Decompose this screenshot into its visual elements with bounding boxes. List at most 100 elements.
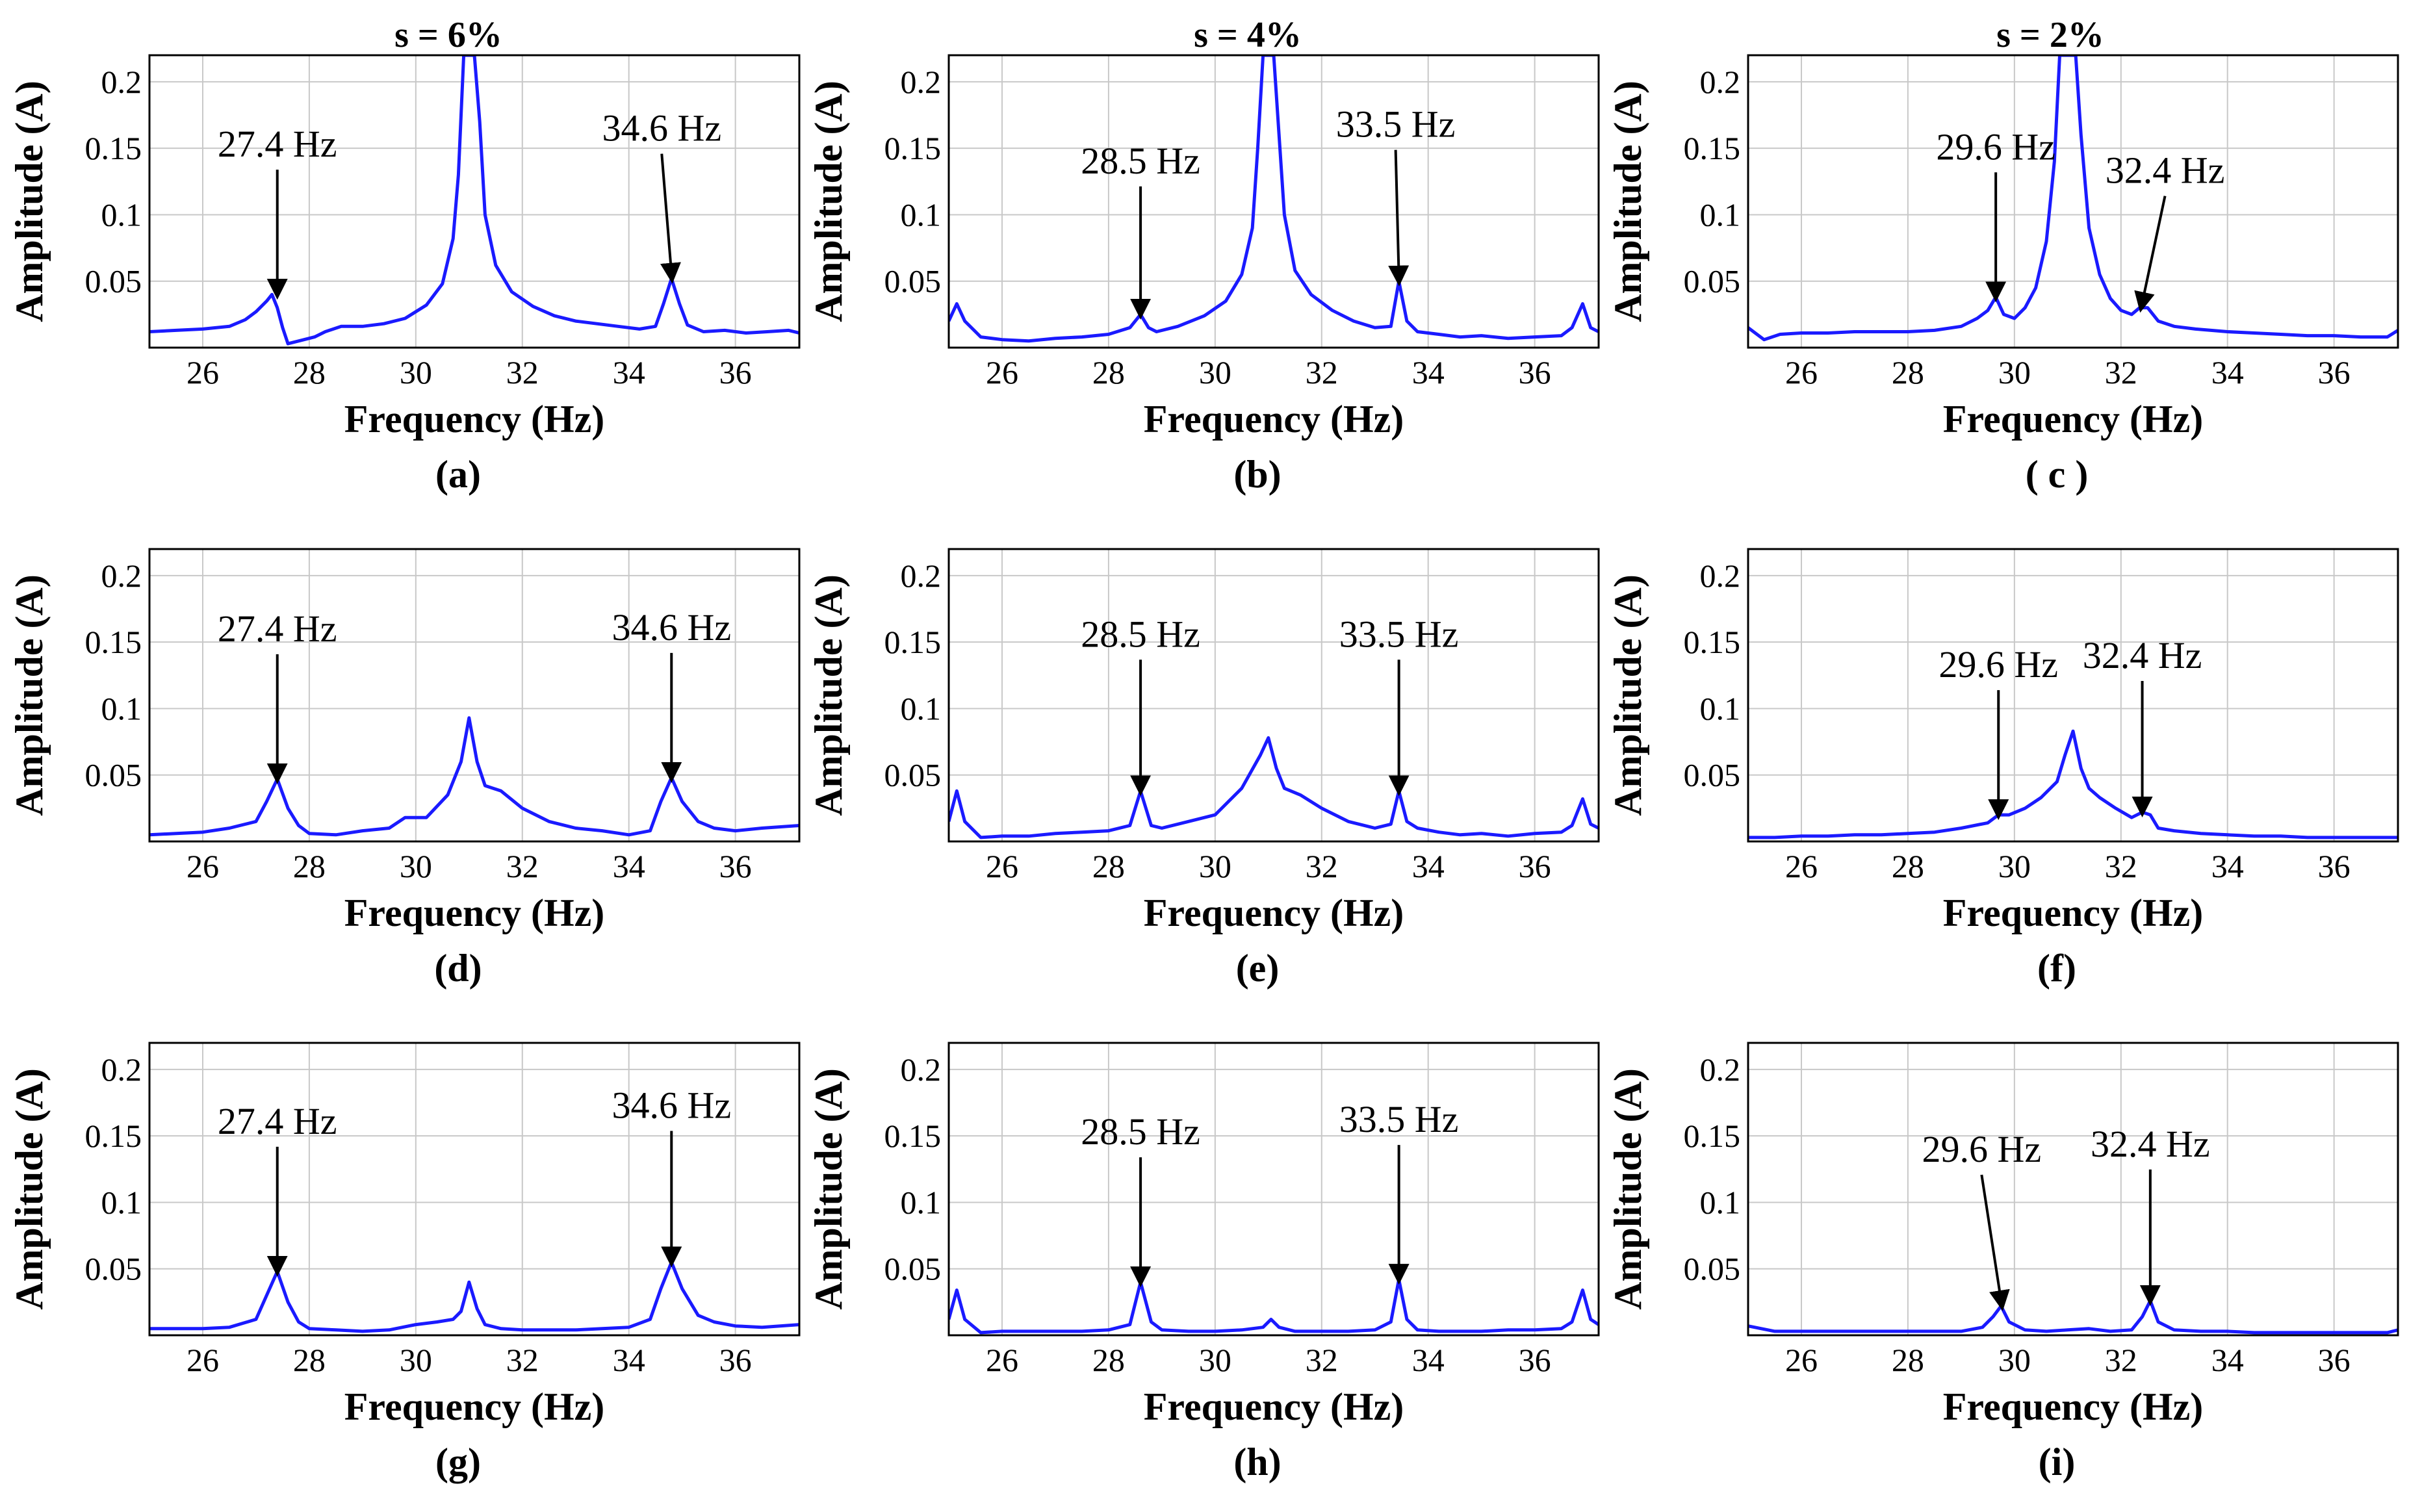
x-tick-label: 32 [2105,1342,2137,1378]
y-tick-label: 0.2 [101,1051,142,1088]
subplot-label: (e) [1236,947,1280,990]
annotation-label: 33.5 Hz [1339,613,1459,655]
x-tick-label: 26 [187,1342,219,1378]
annotation-label: 33.5 Hz [1336,103,1456,146]
panel-f: 26 28 30 32 34 36 0.05 0.1 0.15 0.2 Frequency (Hz)… [1606,548,2399,990]
x-tick-label: 26 [187,848,219,884]
x-tick-label: 26 [986,848,1018,884]
y-tick-label: 0.2 [101,557,142,594]
x-tick-label: 26 [1785,1342,1818,1378]
x-tick-label: 26 [986,354,1018,391]
y-tick-label: 0.1 [901,1184,942,1220]
annotation-label: 29.6 Hz [1922,1128,2042,1170]
y-tick-label: 0.05 [1684,1251,1741,1287]
panel-b: 26 28 30 32 34 36 0.05 0.1 0.15 0.2 Frequency (Hz)… [807,54,1600,496]
y-tick-label: 0.1 [1700,1184,1741,1220]
subplot-label: ( c ) [2026,453,2089,496]
plot-frame [148,1042,801,1337]
x-tick-label: 36 [2318,354,2351,391]
x-axis-label: Frequency (Hz) [1943,1385,2203,1428]
x-tick-label: 32 [1306,1342,1338,1378]
y-axis-label: Amplitude (A) [8,1068,51,1310]
x-tick-label: 28 [293,354,326,391]
y-axis-label: Amplitude (A) [807,1068,850,1310]
y-tick-label: 0.2 [1700,557,1741,594]
plot-frame [947,1042,1600,1337]
plot-frame [1747,54,2399,349]
x-tick-label: 26 [1785,848,1818,884]
x-tick-label: 32 [506,848,539,884]
series-line [949,55,1599,343]
y-tick-label: 0.15 [884,130,942,166]
x-tick-label: 28 [1092,848,1125,884]
series-line [949,1277,1599,1335]
x-tick-label: 30 [400,848,432,884]
x-tick-label: 28 [1892,1342,1924,1378]
y-tick-label: 0.05 [884,1251,942,1287]
annotation-label: 33.5 Hz [1339,1098,1459,1140]
plot-frame [947,54,1600,349]
subplot-label: (a) [435,453,481,496]
x-tick-label: 34 [1412,354,1445,391]
y-tick-label: 0.05 [1684,263,1741,300]
plot-frame [1747,548,2399,843]
x-tick-label: 28 [1892,354,1924,391]
y-axis-label: Amplitude (A) [1606,574,1649,816]
y-axis-label: Amplitude (A) [1606,81,1649,322]
y-tick-label: 0.15 [1684,1118,1741,1154]
column-title-1: s = 6% [394,15,502,55]
annotation-label: 28.5 Hz [1081,613,1200,655]
x-tick-label: 26 [986,1342,1018,1378]
annotation-label: 28.5 Hz [1081,1110,1200,1153]
x-tick-label: 30 [1199,354,1231,391]
plot-frame [148,54,801,349]
annotation-label: 32.4 Hz [2091,1123,2210,1165]
y-tick-label: 0.2 [901,1051,942,1088]
annotation-label: 34.6 Hz [612,1084,731,1127]
x-tick-label: 28 [1892,848,1924,884]
x-tick-label: 36 [1519,1342,1551,1378]
y-tick-label: 0.2 [1700,1051,1741,1088]
y-axis-label: Amplitude (A) [807,81,850,322]
y-tick-label: 0.2 [101,64,142,100]
x-axis-label: Frequency (Hz) [1943,398,2203,441]
x-tick-label: 34 [613,1342,645,1378]
y-tick-label: 0.15 [1684,624,1741,660]
x-tick-label: 32 [2105,848,2137,884]
subplot-label: (h) [1233,1441,1281,1483]
x-tick-label: 34 [2211,848,2244,884]
annotation-label: 27.4 Hz [218,123,337,165]
y-axis-label: Amplitude (A) [807,574,850,816]
annotation-arrow [660,153,681,284]
x-tick-label: 32 [506,1342,539,1378]
x-tick-label: 34 [613,354,645,391]
panel-g: 26 28 30 32 34 36 0.05 0.1 0.15 0.2 Frequency (Hz)… [8,1042,801,1483]
x-tick-label: 30 [400,1342,432,1378]
y-tick-label: 0.1 [1700,196,1741,233]
x-tick-label: 34 [2211,1342,2244,1378]
y-tick-label: 0.05 [884,263,942,300]
y-tick-label: 0.15 [884,1118,942,1154]
y-tick-label: 0.15 [884,624,942,660]
x-axis-label: Frequency (Hz) [1144,398,1404,441]
x-tick-label: 30 [1199,1342,1231,1378]
annotation-label: 29.6 Hz [1936,125,2055,168]
series-line [149,1261,799,1333]
subplot-label: (f) [2037,947,2076,990]
y-tick-label: 0.2 [901,557,942,594]
x-tick-label: 32 [506,354,539,391]
series-line [949,736,1599,839]
y-tick-label: 0.05 [1684,757,1741,793]
subplot-label: (d) [434,947,482,990]
x-tick-label: 36 [1519,848,1551,884]
x-tick-label: 26 [187,354,219,391]
x-tick-label: 26 [1785,354,1818,391]
series-line [1748,55,2398,342]
x-axis-label: Frequency (Hz) [344,1385,604,1428]
x-tick-label: 36 [1519,354,1551,391]
y-axis-label: Amplitude (A) [1606,1068,1649,1310]
y-tick-label: 0.15 [85,1118,142,1154]
plot-frame [148,548,801,843]
y-tick-label: 0.1 [101,690,142,726]
